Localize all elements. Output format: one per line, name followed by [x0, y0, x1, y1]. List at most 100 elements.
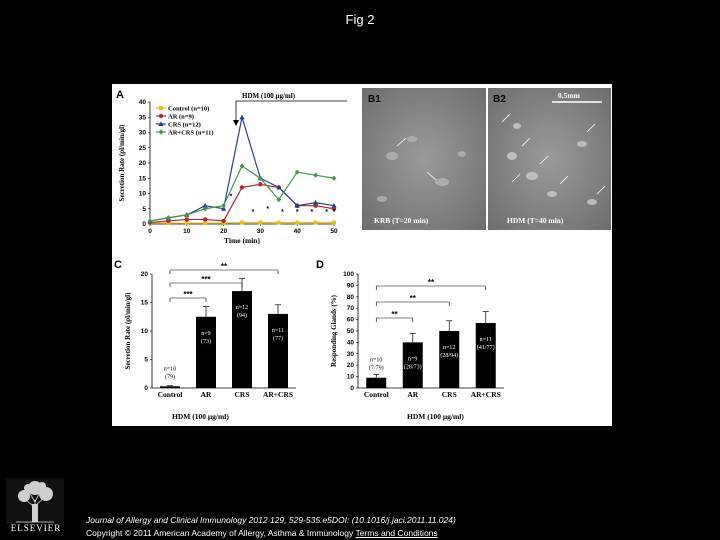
a-series-group — [147, 163, 337, 224]
a-point — [295, 220, 300, 225]
d-bar-annotation: (28/94) — [440, 352, 458, 359]
a-point — [184, 217, 189, 222]
a-point — [313, 199, 319, 205]
panel-d-xlabel: HDM (100 µg/ml) — [407, 412, 464, 421]
d-bar-annotation: n=12 — [443, 345, 455, 351]
elsevier-logo-text: ELSEVIER — [10, 523, 62, 533]
panel-b2: B2 0.5mm HDM (T=40 min) — [488, 88, 611, 230]
c-x-tick-label: AR+CRS — [263, 390, 293, 399]
a-y-tick-label: 20 — [139, 160, 147, 167]
panel-c-xlabel: HDM (100 µg/ml) — [172, 412, 229, 421]
c-bar — [196, 316, 216, 388]
panel-a: A 0 10 20 30 40 50 0 5 10 15 20 25 30 35 40 Time (min) S… — [116, 89, 347, 245]
a-y-tick-label: 0 — [142, 221, 146, 228]
journal-citation: Journal of Allergy and Clinical Immunolo… — [86, 515, 456, 525]
c-bar — [268, 313, 288, 388]
a-series-line — [149, 165, 335, 222]
a-x-tick-label: 10 — [183, 228, 191, 235]
c-significance: *** — [201, 275, 211, 284]
figure-2: A 0 10 20 30 40 50 0 5 10 15 20 25 30 35 40 Time (min) S… — [112, 84, 612, 426]
a-point — [202, 206, 208, 212]
c-y-tick-label: 0 — [144, 385, 148, 392]
d-bar — [366, 377, 387, 388]
c-bar-annotation: (94) — [237, 312, 247, 319]
a-point — [221, 205, 227, 211]
d-bar — [402, 342, 423, 388]
a-y-tick-label: 35 — [139, 114, 147, 121]
b1-caption: KRB (T=20 min) — [374, 216, 429, 225]
d-x-tick-label: CRS — [442, 390, 457, 399]
micrograph-b1 — [362, 88, 486, 230]
a-significance-star: * — [311, 209, 314, 216]
a-y-tick-label: 10 — [139, 191, 147, 198]
d-bar — [439, 331, 460, 388]
panel-d-label: D — [316, 259, 324, 271]
panel-c: C 0 5 10 15 20 Secretion Rate (pl/min/gl) Cont… — [114, 259, 296, 421]
a-legend-label: Control (n=10) — [168, 105, 209, 112]
hdm-arrow: HDM (100 µg/ml) — [233, 92, 347, 126]
d-x-tick-label: AR — [407, 390, 418, 399]
a-legend-label: AR (n=9) — [168, 113, 194, 120]
d-bar-annotation: n=9 — [408, 356, 417, 362]
a-y-tick-label: 5 — [142, 206, 146, 213]
d-bar-annotation: (28/73) — [404, 363, 422, 370]
c-significance: *** — [183, 290, 193, 299]
panel-a-axes: 0 10 20 30 40 50 0 5 10 15 20 25 30 35 40 Time (min) Sec… — [118, 99, 338, 245]
a-point — [258, 175, 263, 181]
a-x-tick-label: 40 — [294, 228, 302, 235]
c-bar — [232, 291, 252, 388]
c-x-tick-label: CRS — [234, 390, 249, 399]
c-bar-annotation: (79) — [165, 373, 175, 380]
a-legend-label: AR+CRS (n=11) — [168, 129, 214, 136]
a-point — [202, 202, 208, 208]
a-point — [159, 106, 163, 110]
d-y-tick-label: 50 — [347, 328, 355, 335]
a-point — [276, 220, 281, 225]
c-bar-annotation: n=10 — [164, 366, 176, 372]
a-point — [158, 121, 164, 126]
elsevier-logo-icon — [6, 478, 64, 524]
d-y-tick-label: 10 — [347, 374, 355, 381]
a-x-tick-label: 0 — [148, 228, 152, 235]
d-significance: ** — [410, 294, 417, 303]
c-y-tick-label: 15 — [141, 300, 149, 307]
a-significance-star: * — [281, 209, 284, 216]
panel-b1-label: B1 — [368, 94, 381, 105]
panel-a-legend: Control (n=10)AR (n=9)CRS (n=12)AR+CRS (… — [156, 105, 214, 136]
copyright-line: Copyright © 2011 American Academy of All… — [86, 527, 456, 540]
a-significance-star: * — [230, 194, 233, 201]
a-legend-label: CRS (n=12) — [168, 121, 201, 128]
c-bar-annotation: (77) — [273, 335, 283, 342]
c-x-tick-label: Control — [158, 390, 183, 399]
a-point — [294, 169, 300, 175]
a-point — [184, 212, 190, 218]
a-point — [147, 218, 153, 224]
a-point — [258, 182, 263, 187]
d-significance: ** — [391, 310, 398, 319]
a-point — [184, 221, 189, 226]
d-y-tick-label: 100 — [343, 271, 354, 278]
d-y-tick-label: 80 — [347, 294, 355, 301]
a-significance-star: * — [325, 209, 328, 216]
c-y-tick-label: 10 — [141, 328, 149, 335]
a-point — [331, 175, 337, 181]
d-bar-annotation: (7/79) — [369, 365, 384, 372]
panel-d: D 0 10 20 30 40 50 60 70 80 90 100 Responding Gland… — [316, 259, 504, 421]
d-x-tick-label: AR+CRS — [471, 390, 501, 399]
d-bar — [475, 323, 496, 388]
a-point — [221, 203, 226, 209]
terms-link[interactable]: Terms and Conditions — [355, 528, 438, 538]
a-point — [313, 220, 318, 225]
copyright-text: Copyright © 2011 American Academy of All… — [86, 528, 354, 538]
panel-d-chart: 0 10 20 30 40 50 60 70 80 90 100 Responding Glands … — [330, 271, 504, 399]
c-bar — [160, 386, 180, 388]
d-y-tick-label: 30 — [347, 351, 355, 358]
a-x-tick-label: 20 — [220, 228, 228, 235]
c-bar-annotation: (73) — [201, 338, 211, 345]
c-y-tick-label: 5 — [144, 357, 148, 364]
b2-caption: HDM (T=40 min) — [507, 216, 564, 225]
c-y-tick-label: 20 — [141, 271, 149, 278]
d-significance: ** — [428, 278, 435, 287]
a-significance-star: * — [252, 209, 255, 216]
